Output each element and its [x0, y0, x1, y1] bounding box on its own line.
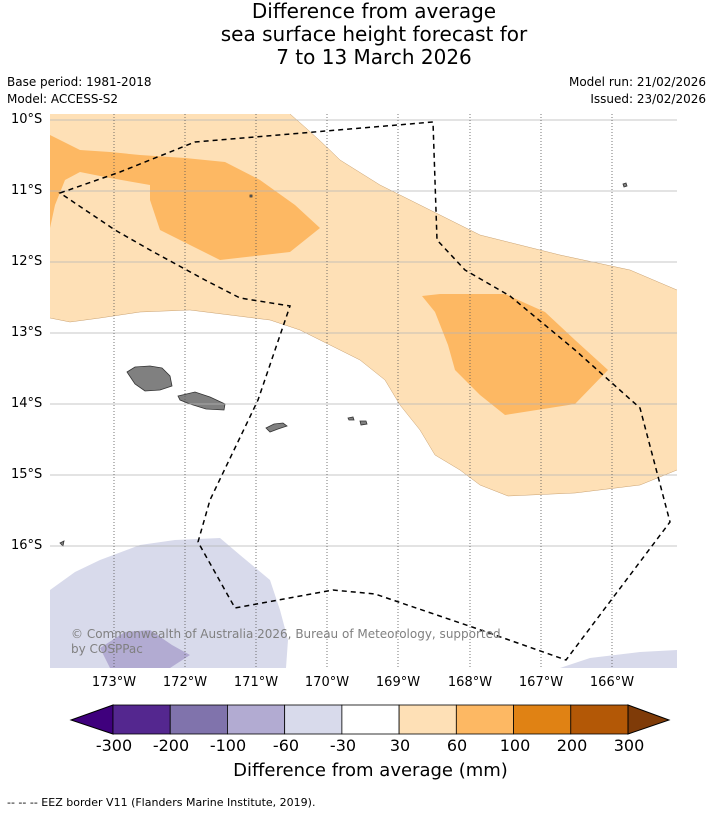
- colorbar-cell: [112, 704, 171, 735]
- meta-right: Model run: 21/02/2026 Issued: 23/02/2026: [569, 74, 706, 108]
- colorbar-label-8: 200: [556, 736, 588, 755]
- colorbar-cell: [341, 704, 400, 735]
- title-line-1: Difference from average: [251, 0, 497, 23]
- lon-label-166w: 166°W: [589, 675, 635, 690]
- lat-label-13s: 13°S: [11, 325, 43, 340]
- lat-label-16s: 16°S: [11, 538, 43, 553]
- lat-gridlines: [50, 119, 677, 547]
- colorbar-cell: [455, 704, 514, 735]
- colorbar-max-arrow: [627, 704, 671, 735]
- anomaly-region-neg-30-60-se: [560, 650, 677, 668]
- colorbar-cell: [398, 704, 457, 735]
- island-manua-2: [359, 420, 368, 426]
- meta-left: Base period: 1981-2018 Model: ACCESS-S2: [7, 74, 152, 108]
- map-title: Difference from average sea surface heig…: [0, 0, 713, 69]
- colorbar-cells: [112, 704, 629, 735]
- colorbar-label-5: 30: [389, 736, 411, 755]
- colorbar-label-4: -30: [329, 736, 357, 755]
- eez-legend-note: -- -- -- EEZ border V11 (Flanders Marine…: [7, 796, 316, 809]
- lon-label-172w: 172°W: [162, 675, 208, 690]
- lon-label-168w: 168°W: [447, 675, 493, 690]
- island-tiny: [249, 194, 253, 198]
- island-savaii: [126, 365, 173, 392]
- eez-border: [58, 121, 671, 661]
- anomaly-region-60-100-west: [50, 135, 320, 260]
- island-upolu: [177, 391, 226, 411]
- title-line-2: sea surface height forecast for: [220, 22, 528, 46]
- island-small-w: [59, 540, 65, 547]
- colorbar-label-2: -100: [209, 736, 247, 755]
- colorbar-label-7: 100: [499, 736, 531, 755]
- colorbar-cell: [513, 704, 572, 735]
- lat-label-12s: 12°S: [11, 254, 43, 269]
- map-area: [50, 114, 677, 668]
- colorbar-cell: [284, 704, 343, 735]
- title-line-3: 7 to 13 March 2026: [276, 45, 472, 69]
- anomaly-region-neg-30-60: [50, 538, 288, 668]
- colorbar-cell: [227, 704, 286, 735]
- model-name: Model: ACCESS-S2: [7, 92, 119, 106]
- colorbar-label-3: -60: [272, 736, 300, 755]
- issued-date: Issued: 23/02/2026: [590, 92, 706, 106]
- island-manua-1: [347, 416, 355, 421]
- lon-label-173w: 173°W: [91, 675, 137, 690]
- colorbar-title: Difference from average (mm): [233, 760, 508, 781]
- contour-lines: [50, 114, 677, 497]
- lon-gridlines: [113, 114, 613, 668]
- copyright-notice: © Commonwealth of Australia 2026, Bureau…: [71, 627, 501, 656]
- model-run: Model run: 21/02/2026: [568, 75, 706, 89]
- lat-label-14s: 14°S: [11, 396, 43, 411]
- base-period: Base period: 1981-2018: [7, 75, 152, 89]
- lon-label-170w: 170°W: [304, 675, 350, 690]
- land-masses: [59, 182, 628, 547]
- lat-label-10s: 10°S: [11, 112, 43, 127]
- colorbar-cell: [570, 704, 629, 735]
- anomaly-region-neg-60-100: [100, 630, 190, 668]
- lat-label-15s: 15°S: [11, 467, 43, 482]
- colorbar-label-1: -200: [152, 736, 190, 755]
- colorbar: [69, 704, 671, 735]
- colorbar-label-0: -300: [95, 736, 133, 755]
- colorbar-min-arrow: [69, 704, 114, 735]
- island-swains: [622, 182, 628, 188]
- colorbar-label-6: 60: [446, 736, 468, 755]
- anomaly-region-60-100-east: [422, 294, 608, 415]
- colorbar-cell: [169, 704, 228, 735]
- lat-label-11s: 11°S: [11, 183, 43, 198]
- colorbar-label-9: 300: [613, 736, 645, 755]
- lon-label-167w: 167°W: [518, 675, 564, 690]
- lon-label-169w: 169°W: [375, 675, 421, 690]
- lon-label-171w: 171°W: [233, 675, 279, 690]
- island-tutuila: [265, 422, 288, 433]
- grid-lines: [50, 114, 677, 668]
